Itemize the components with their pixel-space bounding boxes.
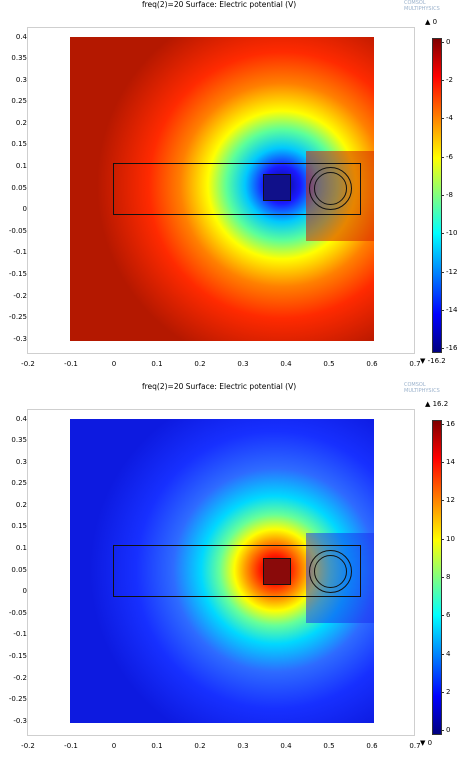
comsol-logo: COMSOL MULTIPHYSICS (404, 382, 440, 394)
colorbar-tick: -10 (446, 229, 458, 237)
y-tick: 0.35 (11, 436, 27, 444)
x-tick: 0.3 (237, 742, 249, 750)
y-tick: 0.05 (11, 566, 27, 574)
y-tick: 0.3 (15, 458, 27, 466)
x-tick: -0.2 (21, 742, 35, 750)
y-tick: -0.25 (8, 313, 27, 321)
x-tick: 0.5 (323, 742, 335, 750)
y-tick: -0.2 (13, 674, 27, 682)
y-tick: -0.3 (13, 717, 27, 725)
colorbar-tick: 8 (446, 573, 451, 581)
potential-surface (70, 37, 374, 341)
plot-panel-top: freq(2)=20 Surface: Electric potential (… (0, 0, 474, 380)
x-tick: 0.4 (280, 360, 292, 368)
colorbar-tick: -6 (446, 153, 453, 161)
y-tick: -0.1 (13, 630, 27, 638)
x-tick: -0.1 (64, 742, 78, 750)
colorbar-min-label: ▼ -16.2 (420, 357, 446, 365)
colorbar-max-label: ▲ 16.2 (425, 400, 449, 408)
x-tick: 0.2 (194, 742, 206, 750)
y-tick: 0.1 (15, 162, 27, 170)
x-tick: 0.3 (237, 360, 249, 368)
plot-area (27, 27, 415, 354)
x-tick: 0 (111, 360, 117, 368)
y-tick: 0.2 (15, 119, 27, 127)
x-tick: 0.2 (194, 360, 206, 368)
x-tick: 0.7 (409, 742, 421, 750)
y-tick: 0 (22, 587, 27, 595)
colorbar-tick: -12 (446, 268, 458, 276)
plot-title: freq(2)=20 Surface: Electric potential (… (142, 382, 297, 391)
plot-panel-bottom: freq(2)=20 Surface: Electric potential (… (0, 382, 474, 762)
colorbar-tick: -8 (446, 191, 453, 199)
x-tick: -0.2 (21, 360, 35, 368)
colorbar-tick: 6 (446, 611, 451, 619)
y-tick: 0.2 (15, 501, 27, 509)
x-tick: -0.1 (64, 360, 78, 368)
y-tick: -0.05 (8, 609, 27, 617)
x-tick: 0 (111, 742, 117, 750)
colorbar-tick: 12 (446, 496, 455, 504)
plot-title: freq(2)=20 Surface: Electric potential (… (142, 0, 297, 9)
plot-area (27, 409, 415, 736)
y-tick: 0.4 (15, 33, 27, 41)
y-tick: 0.35 (11, 54, 27, 62)
x-tick: 0.4 (280, 742, 292, 750)
y-tick: 0.15 (11, 140, 27, 148)
colorbar-tick: 10 (446, 535, 455, 543)
colorbar-tick: 0 (446, 38, 451, 46)
x-tick: 0.1 (151, 360, 163, 368)
y-tick: 0.3 (15, 76, 27, 84)
y-tick: -0.2 (13, 292, 27, 300)
colorbar-tick: -4 (446, 114, 453, 122)
y-tick: 0.25 (11, 479, 27, 487)
geometry-overlay (113, 163, 361, 215)
x-tick: 0.5 (323, 360, 335, 368)
comsol-logo: COMSOL MULTIPHYSICS (404, 0, 440, 12)
y-tick: 0 (22, 205, 27, 213)
colorbar-tick: -16 (446, 344, 458, 352)
y-tick: -0.05 (8, 227, 27, 235)
colorbar-tick: 14 (446, 458, 455, 466)
x-tick: 0.7 (409, 360, 421, 368)
x-tick: 0.6 (366, 360, 378, 368)
colorbar-tick: 0 (446, 726, 451, 734)
colorbar-tick: -2 (446, 76, 453, 84)
y-tick: 0.15 (11, 522, 27, 530)
y-tick: 0.1 (15, 544, 27, 552)
y-tick: -0.15 (8, 652, 27, 660)
y-tick: 0.05 (11, 184, 27, 192)
geometry-overlay (113, 545, 361, 597)
y-tick: -0.3 (13, 335, 27, 343)
y-tick: -0.15 (8, 270, 27, 278)
y-tick: 0.25 (11, 97, 27, 105)
colorbar-max-label: ▲ 0 (425, 18, 438, 26)
x-tick: 0.6 (366, 742, 378, 750)
y-tick: -0.25 (8, 695, 27, 703)
y-tick: 0.4 (15, 415, 27, 423)
x-tick: 0.1 (151, 742, 163, 750)
colorbar-tick: 16 (446, 420, 455, 428)
colorbar-min-label: ▼ 0 (420, 739, 433, 747)
colorbar-tick: 4 (446, 650, 451, 658)
y-tick: -0.1 (13, 248, 27, 256)
colorbar-tick: 2 (446, 688, 451, 696)
potential-surface (70, 419, 374, 723)
colorbar-tick: -14 (446, 306, 458, 314)
